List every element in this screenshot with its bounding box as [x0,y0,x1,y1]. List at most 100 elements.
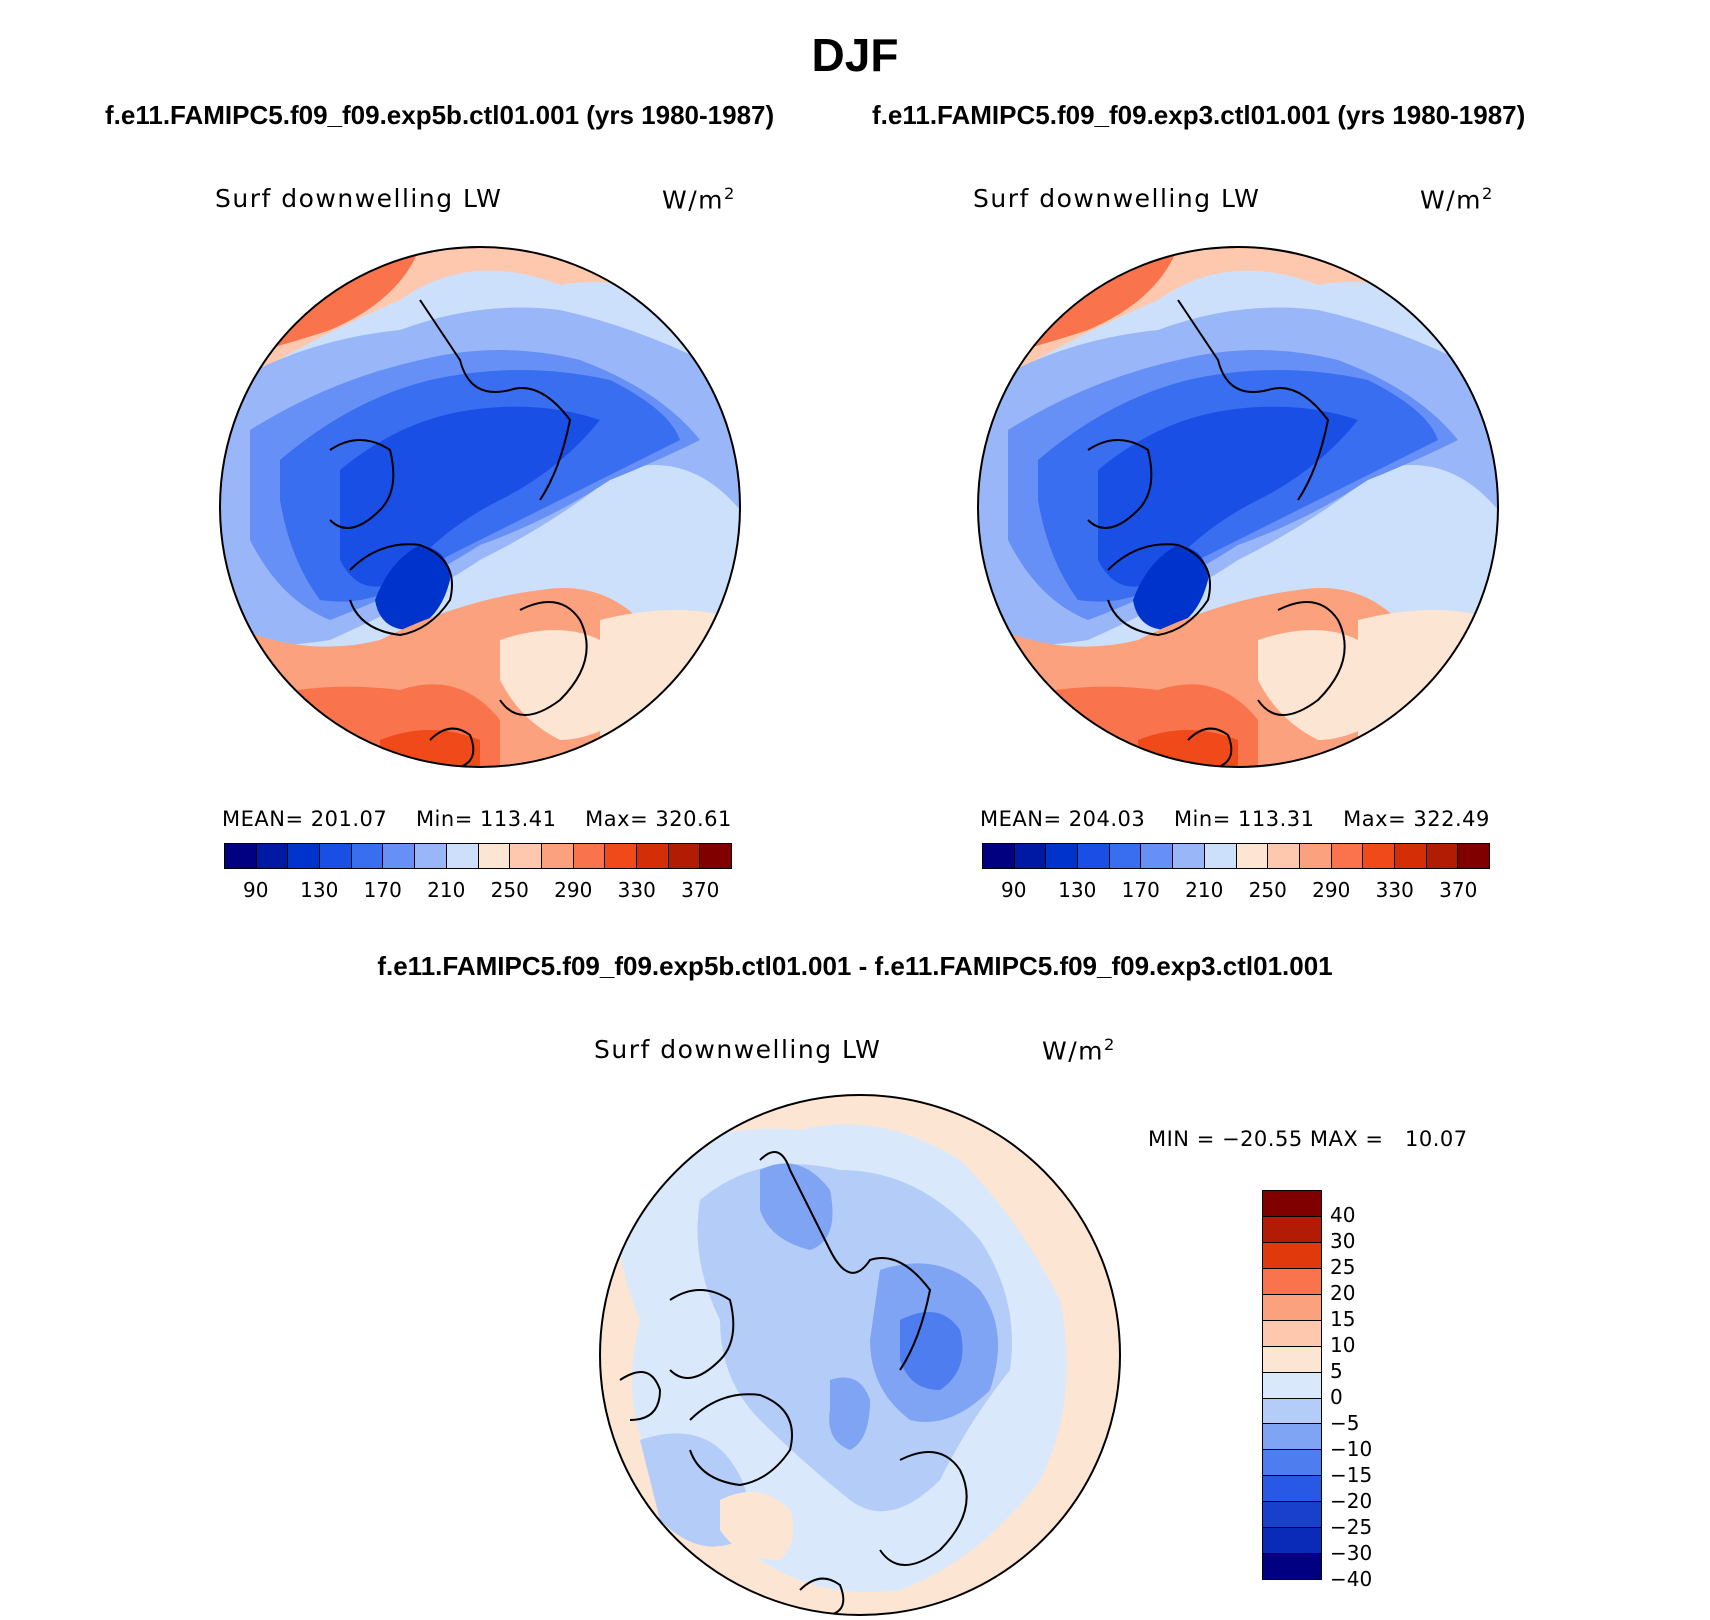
panel1-case-title: f.e11.FAMIPC5.f09_f09.exp5b.ctl01.001 (y… [105,100,775,130]
panel2-variable-label: Surf downwelling LW [973,184,1261,213]
colorbar-swatch [1263,1450,1321,1477]
colorbar-swatch [1173,844,1205,868]
diff-minmax: MIN = −20.55 MAX = 10.07 [1148,1127,1468,1151]
colorbar-tick-label: 290 [554,878,593,902]
colorbar-swatch [1263,1268,1321,1295]
panel1-map [220,247,740,767]
panel1-variable-label: Surf downwelling LW [215,184,503,213]
diff-units-label: W/m2 [1042,1035,1116,1066]
colorbar-tick-label: 170 [363,878,402,902]
colorbar-tick-label: 25 [1330,1255,1356,1279]
colorbar-swatch [1014,844,1047,868]
colorbar-swatch [1078,844,1110,868]
colorbar-tick-label: 330 [1375,878,1414,902]
colorbar-tick-label: 5 [1330,1359,1343,1383]
colorbar-swatch [1458,844,1489,868]
colorbar-swatch [1263,1216,1321,1243]
colorbar-swatch [510,844,542,868]
colorbar-tick-label: 20 [1330,1281,1356,1305]
diff-map [600,1095,1120,1615]
panel2-map [978,247,1498,767]
colorbar-swatch [351,844,384,868]
colorbar-swatch [288,844,321,868]
colorbar-swatch [225,844,257,868]
colorbar-swatch [478,844,511,868]
colorbar-swatch [1263,1320,1321,1347]
colorbar-tick-label: 250 [1248,878,1287,902]
colorbar-swatch [1263,1476,1321,1503]
colorbar-tick-label: −25 [1330,1515,1373,1539]
colorbar-swatch [1109,844,1142,868]
colorbar-tick-label: 40 [1330,1203,1356,1227]
colorbar-swatch [1263,1554,1321,1580]
colorbar-swatch [1263,1528,1321,1555]
colorbar-swatch [446,844,479,868]
panel1-colorbar-labels: 90 130 170 210 250 290 330 370 [224,878,732,904]
colorbar-swatch [1426,844,1459,868]
colorbar-tick-label: 10 [1330,1333,1356,1357]
colorbar-swatch [1204,844,1237,868]
colorbar-tick-label: −30 [1330,1541,1373,1565]
diff-variable-label: Surf downwelling LW [594,1035,882,1064]
colorbar-swatch [1363,844,1395,868]
colorbar-tick-label: −10 [1330,1437,1373,1461]
colorbar-swatch [1263,1242,1321,1269]
diff-colorbar-labels: 40 30 25 20 15 10 5 0 −5 −10 −15 −20 −25 −30 −40 [1330,1190,1410,1591]
panel1-map-border [219,246,741,768]
colorbar-tick-label: 0 [1330,1385,1343,1409]
colorbar-swatch [1394,844,1427,868]
colorbar-swatch [1263,1398,1321,1425]
colorbar-swatch [256,844,289,868]
colorbar-tick-label: 330 [617,878,656,902]
colorbar-swatch [1263,1372,1321,1399]
colorbar-swatch [1331,844,1364,868]
panel2-map-border [977,246,1499,768]
panel2-units-label: W/m2 [1420,184,1494,215]
panel2-stats: MEAN= 204.03 Min= 113.31 Max= 322.49 [980,807,1490,831]
colorbar-swatch [1236,844,1269,868]
diff-map-border [599,1094,1121,1616]
colorbar-swatch [1263,1346,1321,1373]
diff-colorbar [1262,1190,1322,1580]
colorbar-tick-label: 170 [1121,878,1160,902]
colorbar-tick-label: 90 [1001,878,1027,902]
panel1-stats: MEAN= 201.07 Min= 113.41 Max= 320.61 [222,807,732,831]
colorbar-swatch [668,844,701,868]
colorbar-swatch [383,844,416,868]
colorbar-swatch [1046,844,1079,868]
colorbar-tick-label: −15 [1330,1463,1373,1487]
colorbar-tick-label: 370 [681,878,720,902]
colorbar-swatch [1268,844,1300,868]
figure-title: DJF [811,29,899,81]
colorbar-tick-label: 250 [490,878,529,902]
panel1-units-label: W/m2 [662,184,736,215]
colorbar-swatch [1263,1424,1321,1451]
colorbar-tick-label: −20 [1330,1489,1373,1513]
colorbar-tick-label: 290 [1312,878,1351,902]
colorbar-swatch [983,844,1015,868]
colorbar-swatch [1299,844,1332,868]
colorbar-tick-label: 210 [427,878,466,902]
colorbar-swatch [1263,1294,1321,1321]
colorbar-swatch [636,844,669,868]
colorbar-tick-label: −40 [1330,1567,1373,1591]
colorbar-tick-label: 130 [1058,878,1097,902]
panel2-colorbar [982,843,1490,869]
colorbar-swatch [541,844,574,868]
colorbar-tick-label: 130 [300,878,339,902]
colorbar-tick-label: 370 [1439,878,1478,902]
panel2-case-title: f.e11.FAMIPC5.f09_f09.exp3.ctl01.001 (yr… [872,100,1526,130]
colorbar-tick-label: 210 [1185,878,1224,902]
colorbar-swatch [320,844,352,868]
colorbar-tick-label: 15 [1330,1307,1356,1331]
panel2-colorbar-labels: 90 130 170 210 250 290 330 370 [982,878,1490,904]
colorbar-tick-label: 30 [1330,1229,1356,1253]
colorbar-swatch [1141,844,1174,868]
colorbar-swatch [700,844,731,868]
colorbar-tick-label: 90 [243,878,269,902]
panel1-colorbar [224,843,732,869]
colorbar-swatch [573,844,606,868]
colorbar-swatch [1263,1502,1321,1529]
colorbar-tick-label: −5 [1330,1411,1360,1435]
